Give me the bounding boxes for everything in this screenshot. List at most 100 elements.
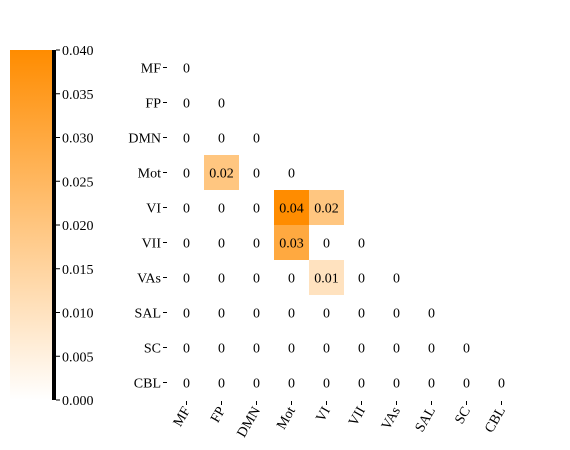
- cell-value-label: 0.02: [314, 202, 339, 217]
- heatmap-cell: [274, 330, 309, 365]
- x-tick-label: VI: [314, 404, 335, 425]
- heatmap-cell: [449, 365, 484, 400]
- cell-value-label: 0: [393, 377, 400, 392]
- heatmap-cell: [204, 365, 239, 400]
- cell-value-label: 0: [183, 307, 190, 322]
- heatmap-cell: [274, 225, 309, 260]
- colorbar-tick-label: 0.030: [62, 132, 94, 147]
- cell-value-label: 0: [428, 342, 435, 357]
- cell-value-label: 0: [498, 377, 505, 392]
- heatmap-cell: [169, 365, 204, 400]
- cell-value-label: 0: [428, 377, 435, 392]
- heatmap-cell: [204, 295, 239, 330]
- cell-value-label: 0: [218, 97, 225, 112]
- heatmap-cell: [449, 330, 484, 365]
- heatmap-cell: [344, 295, 379, 330]
- heatmap-cell: [414, 365, 449, 400]
- heatmap-cell: [239, 155, 274, 190]
- cell-value-label: 0: [463, 342, 470, 357]
- heatmap-cell: [274, 155, 309, 190]
- heatmap-cell: [484, 365, 519, 400]
- heatmap-cell: [309, 225, 344, 260]
- cell-value-label: 0: [183, 272, 190, 287]
- cell-value-label: 0: [253, 342, 260, 357]
- cell-value-label: 0.01: [314, 272, 339, 287]
- heatmap-cell: [344, 225, 379, 260]
- heatmap-cell: [309, 365, 344, 400]
- cell-value-label: 0: [183, 167, 190, 182]
- cell-value-label: 0: [218, 377, 225, 392]
- colorbar-tick-label: 0.005: [62, 350, 94, 365]
- x-tick-label: VII: [346, 404, 369, 429]
- cell-value-label: 0: [358, 342, 365, 357]
- heatmap-cell: [344, 365, 379, 400]
- colorbar-tick-label: 0.010: [62, 307, 94, 322]
- heatmap-cell: [204, 225, 239, 260]
- heatmap-cell: [379, 260, 414, 295]
- heatmap-cell: [344, 330, 379, 365]
- cell-value-label: 0: [218, 307, 225, 322]
- y-tick-label: VAs: [137, 272, 161, 287]
- y-tick-label: CBL: [134, 377, 161, 392]
- heatmap-cell: [239, 120, 274, 155]
- heatmap-cell: [169, 85, 204, 120]
- colorbar-axis-line: [52, 50, 56, 400]
- heatmap-cell: [344, 260, 379, 295]
- x-tick-label: VAs: [379, 405, 404, 433]
- colorbar-tick-label: 0.000: [62, 394, 94, 409]
- cell-value-label: 0: [358, 237, 365, 252]
- x-tick-labels: MF FP DMN Mot VI VII VAs SAL SC CBL: [171, 401, 509, 440]
- cell-value-label: 0: [183, 97, 190, 112]
- heatmap-cell: [169, 120, 204, 155]
- cell-value-label: 0: [323, 307, 330, 322]
- x-tick-label: DMN: [235, 405, 264, 441]
- heatmap-cell: [204, 330, 239, 365]
- heatmap-cell: [309, 260, 344, 295]
- cell-value-label: 0: [358, 377, 365, 392]
- heatmap-cell: [169, 225, 204, 260]
- cell-value-label: 0: [183, 342, 190, 357]
- heatmap-cell: [169, 295, 204, 330]
- heatmap-cell: [239, 365, 274, 400]
- heatmap-cell: [379, 330, 414, 365]
- heatmap-cell: [414, 295, 449, 330]
- cell-value-label: 0: [183, 237, 190, 252]
- cell-value-label: 0: [253, 167, 260, 182]
- heatmap-cell: [204, 190, 239, 225]
- cell-value-label: 0: [358, 307, 365, 322]
- cell-value-label: 0.02: [209, 167, 234, 182]
- cell-value-label: 0: [288, 342, 295, 357]
- heatmap-cell: [309, 330, 344, 365]
- heatmap-cells: 0 0 0 0 0 0 0 0.02 0 0 0 0 0 0.04 0.02 0 0 0 0.03 0 0 0 0 0 0 0.0…: [169, 50, 519, 400]
- heatmap-cell: [169, 190, 204, 225]
- colorbar-tick-label: 0.025: [62, 175, 94, 190]
- heatmap-cell: [309, 190, 344, 225]
- x-tick-label: FP: [208, 404, 229, 425]
- x-tick-label: Mot: [274, 404, 299, 432]
- cell-value-label: 0: [253, 237, 260, 252]
- heatmap-cell: [169, 330, 204, 365]
- cell-value-label: 0: [288, 167, 295, 182]
- cell-value-label: 0: [323, 342, 330, 357]
- heatmap-cell: [204, 155, 239, 190]
- colorbar-tick-label: 0.015: [62, 263, 94, 278]
- y-tick-label: MF: [141, 62, 161, 77]
- heatmap-cell: [204, 120, 239, 155]
- cell-value-label: 0: [253, 307, 260, 322]
- colorbar-tick-label: 0.035: [62, 88, 94, 103]
- cell-value-label: 0: [323, 237, 330, 252]
- cell-value-label: 0: [253, 272, 260, 287]
- heatmap-cell: [274, 190, 309, 225]
- cell-value-label: 0: [358, 272, 365, 287]
- cell-value-label: 0: [253, 132, 260, 147]
- cell-value-label: 0: [288, 307, 295, 322]
- cell-value-label: 0: [218, 237, 225, 252]
- cell-value-label: 0: [183, 132, 190, 147]
- y-tick-label: DMN: [128, 132, 161, 147]
- heatmap-cell: [239, 295, 274, 330]
- heatmap-cell: [204, 260, 239, 295]
- cell-value-label: 0.04: [279, 202, 304, 217]
- cell-value-label: 0: [218, 342, 225, 357]
- y-tick-label: FP: [145, 97, 161, 112]
- cell-value-label: 0: [183, 62, 190, 77]
